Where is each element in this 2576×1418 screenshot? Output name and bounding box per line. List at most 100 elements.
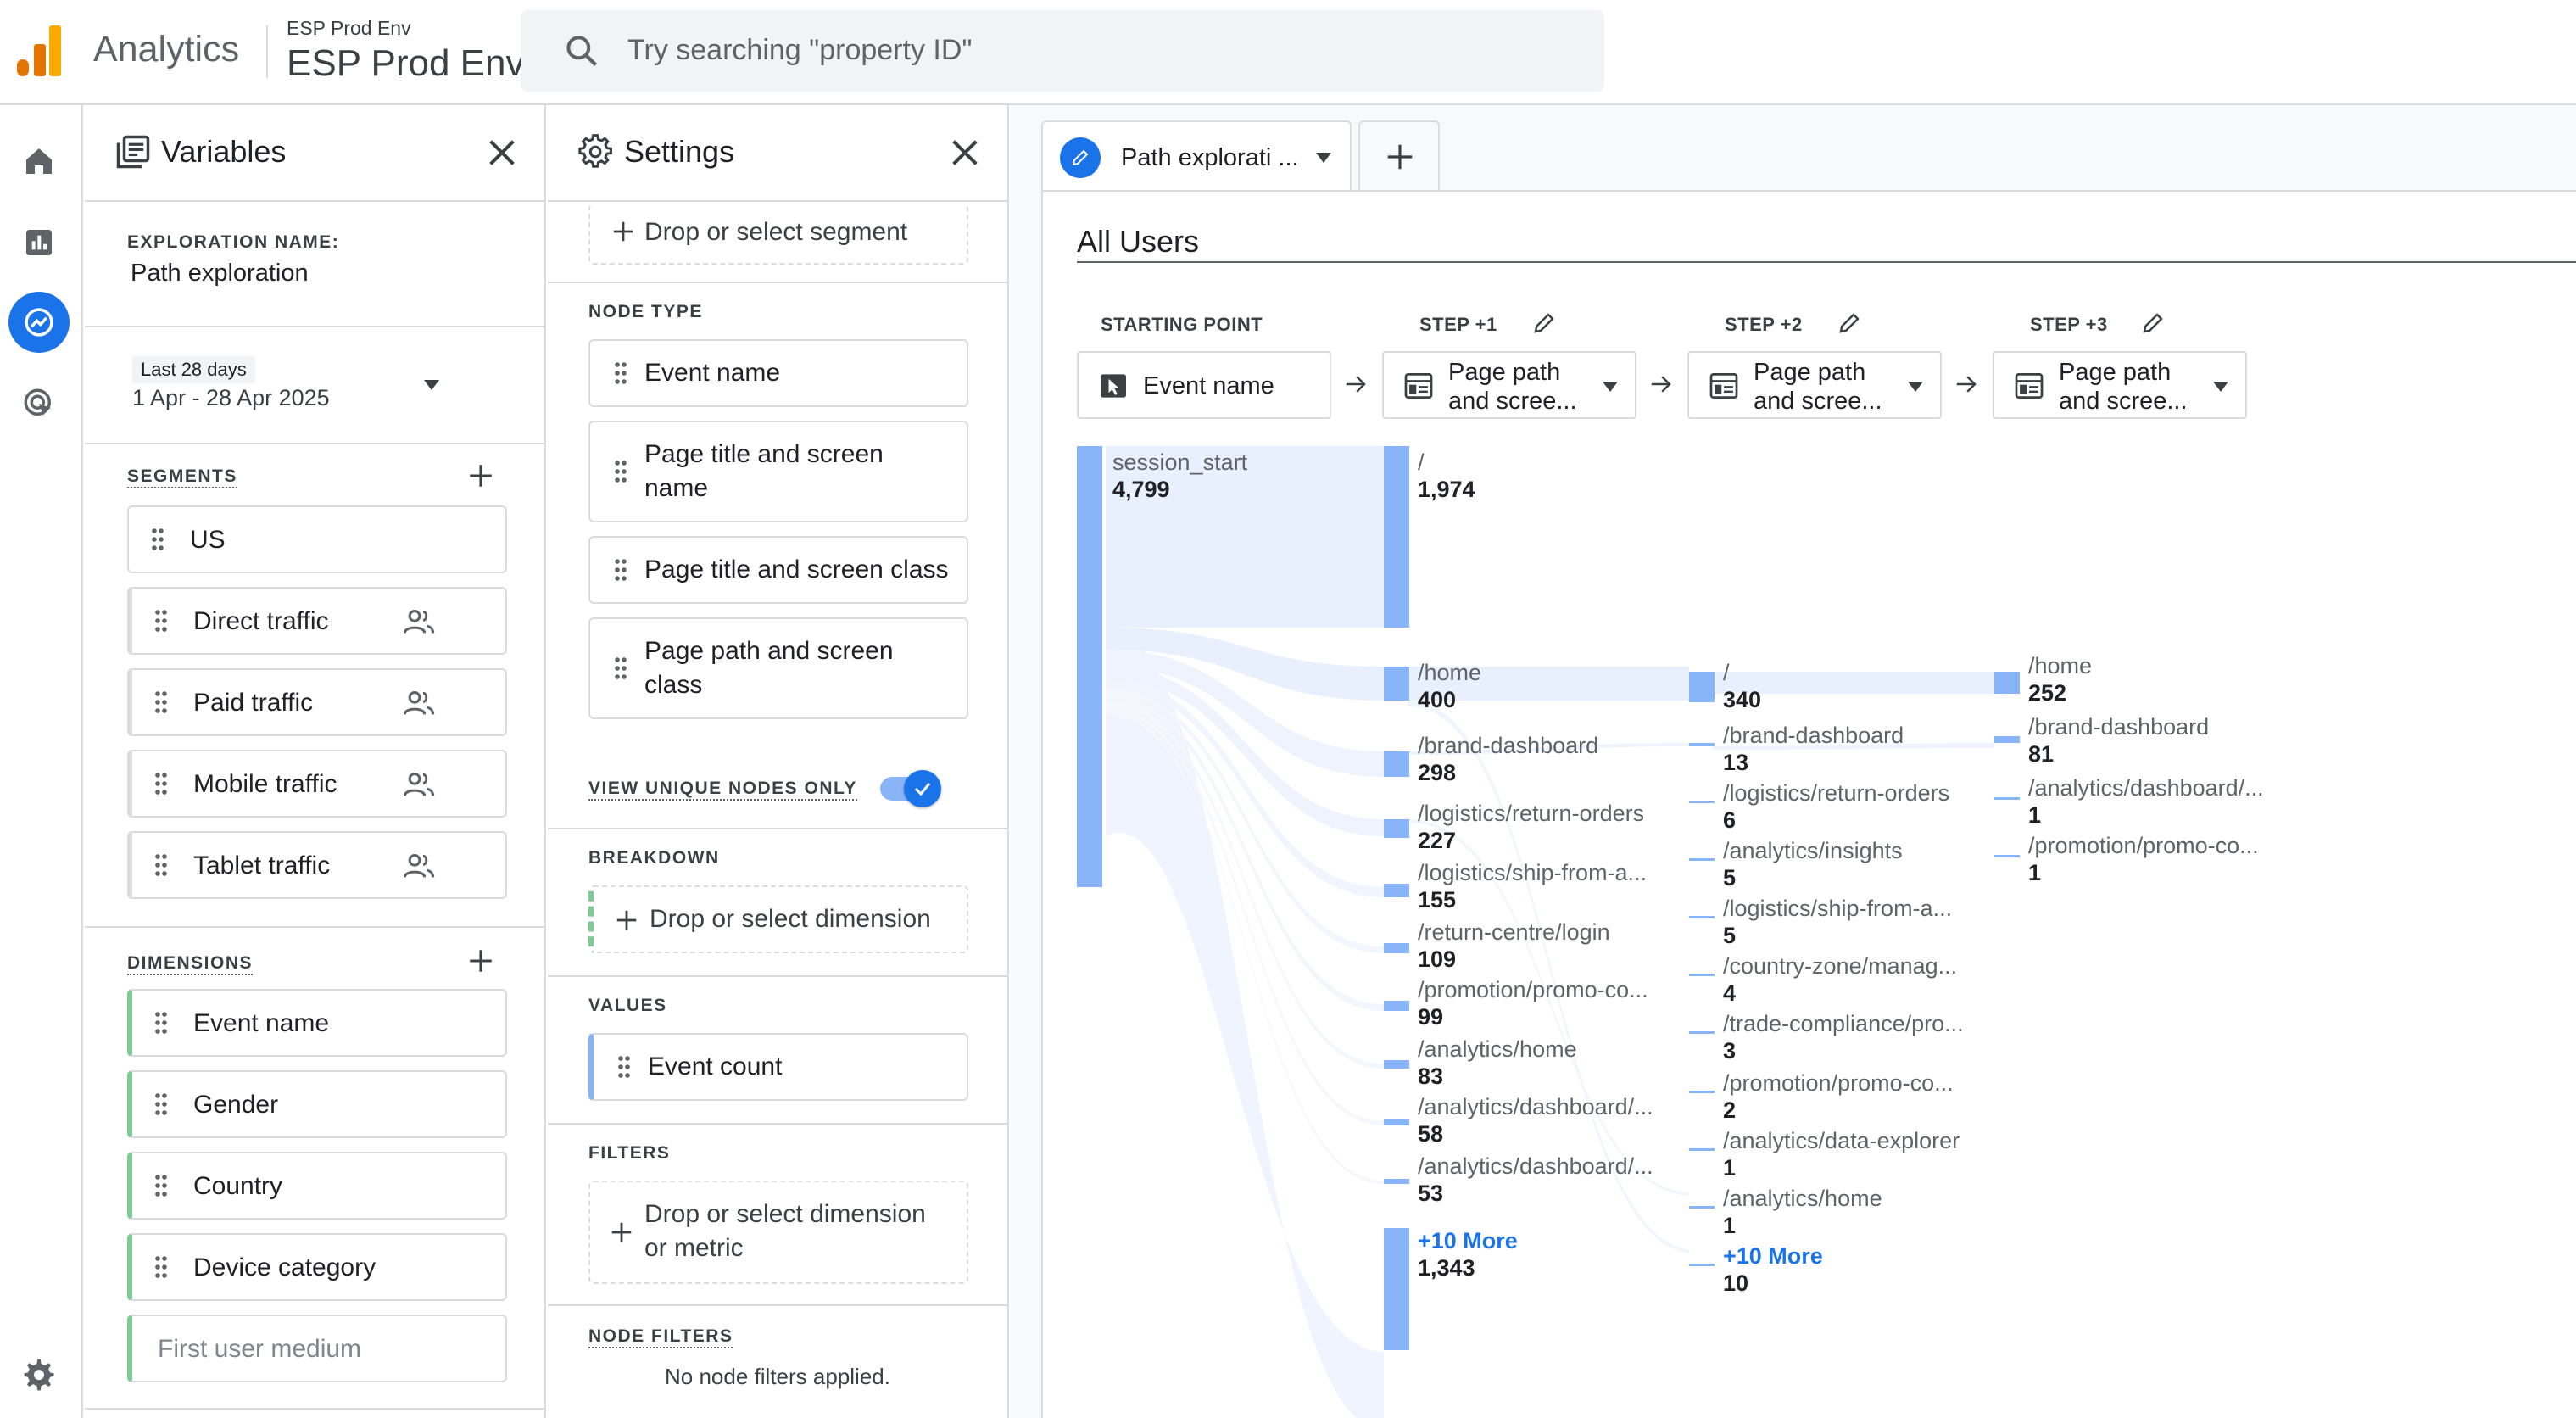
step2-node-label[interactable]: /logistics/return-orders xyxy=(1723,780,1950,806)
edit-step-icon[interactable] xyxy=(1531,310,1557,336)
drag-handle-icon[interactable] xyxy=(151,528,164,551)
step2-node-label[interactable]: /analytics/insights xyxy=(1723,838,1903,863)
edit-tab-icon[interactable] xyxy=(1060,137,1101,178)
dimension-chip[interactable]: Device category xyxy=(127,1233,507,1301)
segment-chip[interactable]: Tablet traffic xyxy=(127,831,507,899)
add-segment-icon[interactable] xyxy=(466,461,495,490)
segment-drop-zone[interactable]: Drop or select segment xyxy=(588,204,968,265)
starting-point-node-select[interactable]: Event name xyxy=(1077,351,1331,419)
dimension-chip[interactable]: Event name xyxy=(127,989,507,1057)
account-name[interactable]: ESP Prod Env xyxy=(287,17,411,39)
tab-path-exploration[interactable]: Path explorati ... xyxy=(1041,120,1352,192)
step2-node-select[interactable]: Page path and scree... xyxy=(1687,351,1942,419)
variables-icon xyxy=(116,135,150,169)
step1-more-link[interactable]: +10 More xyxy=(1418,1228,1518,1253)
step3-node-label[interactable]: /promotion/promo-co... xyxy=(2028,833,2259,858)
dropdown-caret-icon[interactable] xyxy=(1908,382,1923,392)
drag-handle-icon[interactable] xyxy=(617,1055,631,1079)
dimension-chip-placeholder[interactable]: First user medium xyxy=(127,1315,507,1382)
property-name[interactable]: ESP Prod Env xyxy=(287,42,525,84)
search-input[interactable]: Try searching "property ID" xyxy=(627,34,973,66)
drag-handle-icon[interactable] xyxy=(614,361,627,385)
drag-handle-icon[interactable] xyxy=(154,690,168,714)
explore-nav-button[interactable] xyxy=(8,292,70,353)
step2-node-label[interactable]: /analytics/home xyxy=(1723,1186,1882,1211)
step1-node-label[interactable]: /analytics/dashboard/... xyxy=(1418,1094,1653,1119)
divider xyxy=(85,326,544,327)
add-tab-button[interactable] xyxy=(1358,120,1440,192)
segment-chip[interactable]: US xyxy=(127,505,507,573)
drag-handle-icon[interactable] xyxy=(614,558,627,582)
segment-chip[interactable]: Paid traffic xyxy=(127,668,507,736)
node-type-label-text: Event name xyxy=(644,359,781,387)
home-nav-button[interactable] xyxy=(8,131,70,192)
filters-drop-zone[interactable]: Drop or select dimension or metric xyxy=(588,1181,968,1284)
close-settings-icon[interactable] xyxy=(948,136,982,170)
segment-title: All Users xyxy=(1077,224,1200,259)
step3-node-select[interactable]: Page path and scree... xyxy=(1993,351,2247,419)
step3-node-label[interactable]: /home xyxy=(2028,653,2093,678)
date-range-value[interactable]: 1 Apr - 28 Apr 2025 xyxy=(132,385,330,410)
drag-handle-icon[interactable] xyxy=(614,460,627,483)
segment-chip[interactable]: Direct traffic xyxy=(127,587,507,655)
drag-handle-icon[interactable] xyxy=(154,1092,168,1116)
drag-handle-icon[interactable] xyxy=(154,1255,168,1279)
step2-node-label[interactable]: /brand-dashboard xyxy=(1723,723,1904,748)
step2-node-label[interactable]: /analytics/data-explorer xyxy=(1723,1128,1960,1153)
dimension-chip[interactable]: Country xyxy=(127,1152,507,1220)
step1-node-label[interactable]: /return-centre/login xyxy=(1418,919,1610,945)
analytics-logo-icon[interactable] xyxy=(17,25,63,76)
drag-handle-icon[interactable] xyxy=(154,1011,168,1035)
start-node-label[interactable]: session_start xyxy=(1112,449,1248,475)
step1-node-label[interactable]: /promotion/promo-co... xyxy=(1418,977,1648,1002)
dimension-chip[interactable]: Gender xyxy=(127,1070,507,1138)
explore-icon xyxy=(25,308,53,337)
step2-node-label[interactable]: /logistics/ship-from-a... xyxy=(1723,896,1953,921)
close-variables-icon[interactable] xyxy=(485,136,519,170)
drag-handle-icon[interactable] xyxy=(154,1174,168,1197)
dropdown-caret-icon[interactable] xyxy=(2213,382,2228,392)
step1-node-label[interactable]: /analytics/home xyxy=(1418,1036,1577,1062)
tab-dropdown-icon[interactable] xyxy=(1316,153,1331,163)
dimension-label: Gender xyxy=(193,1091,279,1119)
edit-step-icon[interactable] xyxy=(1837,310,1862,336)
date-dropdown-icon[interactable] xyxy=(424,380,439,390)
drag-handle-icon[interactable] xyxy=(154,609,168,633)
step3-node-label[interactable]: /brand-dashboard xyxy=(2028,714,2210,740)
step1-node-label[interactable]: / xyxy=(1418,449,1425,475)
node-type-chip[interactable]: Page path and screen class xyxy=(588,617,968,719)
search-bar[interactable]: Try searching "property ID" xyxy=(521,10,1604,92)
node-type-chip[interactable]: Page title and screen class xyxy=(588,536,968,604)
step1-node-label[interactable]: /analytics/dashboard/... xyxy=(1418,1153,1653,1179)
node-type-chip[interactable]: Page title and screen name xyxy=(588,421,968,522)
drag-handle-icon[interactable] xyxy=(154,853,168,877)
exploration-name-input[interactable]: Path exploration xyxy=(131,260,309,287)
step2-more-link[interactable]: +10 More xyxy=(1723,1243,1823,1269)
admin-settings-button[interactable] xyxy=(8,1345,70,1406)
step1-node-label[interactable]: /logistics/ship-from-a... xyxy=(1418,860,1648,885)
step2-node-label[interactable]: /trade-compliance/pro... xyxy=(1723,1011,1964,1036)
drag-handle-icon[interactable] xyxy=(154,772,168,796)
step3-node-label[interactable]: /analytics/dashboard/... xyxy=(2028,775,2264,801)
step2-node-label[interactable]: /promotion/promo-co... xyxy=(1723,1070,1954,1096)
breakdown-drop-zone[interactable]: Drop or select dimension xyxy=(588,885,968,953)
advertising-nav-button[interactable] xyxy=(8,373,70,434)
node-type-chip[interactable]: Event name xyxy=(588,339,968,407)
reports-nav-button[interactable] xyxy=(8,212,70,273)
add-dimension-icon[interactable] xyxy=(466,946,495,975)
users-segment-icon xyxy=(403,773,435,796)
unique-nodes-toggle-knob[interactable] xyxy=(904,770,941,807)
segment-chip[interactable]: Mobile traffic xyxy=(127,750,507,818)
product-name[interactable]: Analytics xyxy=(93,29,240,70)
step1-node-select[interactable]: Page path and scree... xyxy=(1382,351,1636,419)
step2-node-label[interactable]: / xyxy=(1723,660,1730,685)
drag-handle-icon[interactable] xyxy=(614,656,627,680)
step1-node-bar xyxy=(1384,1119,1409,1125)
step1-node-label[interactable]: /home xyxy=(1418,660,1482,685)
edit-step-icon[interactable] xyxy=(2140,310,2166,336)
step1-node-label[interactable]: /brand-dashboard xyxy=(1418,733,1599,758)
dropdown-caret-icon[interactable] xyxy=(1603,382,1618,392)
value-chip[interactable]: Event count xyxy=(588,1033,968,1101)
step1-node-label[interactable]: /logistics/return-orders xyxy=(1418,801,1645,826)
step2-node-label[interactable]: /country-zone/manag... xyxy=(1723,953,1958,979)
